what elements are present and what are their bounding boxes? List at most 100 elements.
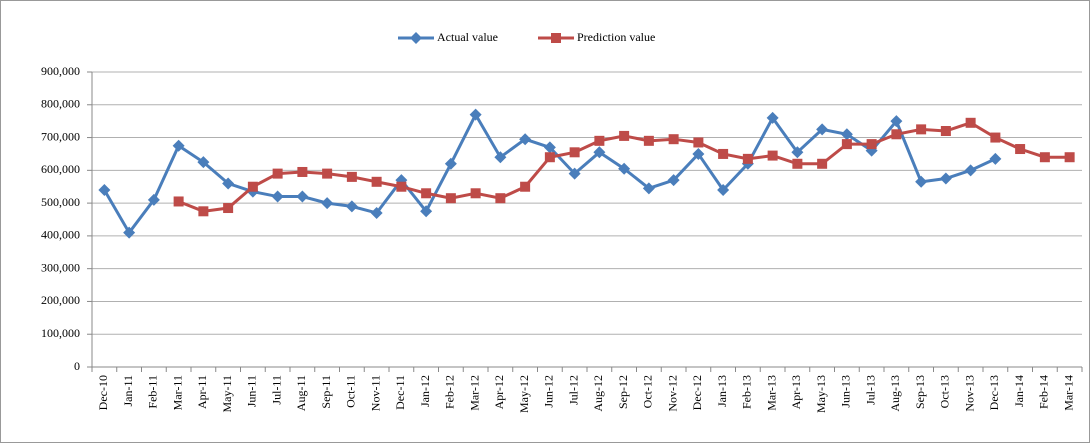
x-tick-label: Feb-11 (146, 375, 160, 409)
data-point (469, 108, 482, 121)
data-point (1064, 152, 1075, 163)
data-point (470, 188, 481, 199)
legend-marker (410, 32, 422, 44)
x-tick-label: Jun-12 (542, 375, 556, 408)
data-point (147, 193, 160, 206)
data-point (198, 206, 209, 217)
data-point (296, 190, 309, 203)
data-point (619, 130, 630, 141)
data-point (222, 177, 235, 190)
y-tick-label: 100,000 (41, 326, 80, 340)
data-point (569, 147, 580, 158)
data-point (421, 188, 432, 199)
x-tick-label: Jan-12 (418, 375, 432, 407)
data-point (964, 164, 977, 177)
data-point (1039, 152, 1050, 163)
data-point (990, 132, 1001, 143)
x-tick-label: Mar-11 (170, 375, 184, 410)
data-point (841, 139, 852, 150)
x-tick-label: Apr-13 (789, 375, 803, 409)
x-tick-label: May-13 (814, 375, 828, 413)
data-point (568, 167, 581, 180)
data-point (767, 150, 778, 161)
data-point (271, 190, 284, 203)
data-point (742, 153, 753, 164)
x-tick-label: Dec-11 (393, 375, 407, 410)
data-point (345, 200, 358, 213)
data-point (321, 197, 334, 210)
legend-label: Actual value (437, 30, 498, 44)
data-point (593, 146, 606, 159)
data-point (668, 134, 679, 145)
x-tick-label: Oct-12 (641, 375, 655, 408)
x-tick-label: Sep-13 (913, 375, 927, 409)
x-tick-label: Jun-13 (839, 375, 853, 408)
x-tick-label: Aug-13 (888, 375, 902, 412)
data-point (420, 205, 433, 218)
y-tick-label: 200,000 (41, 293, 80, 307)
data-point (495, 193, 506, 204)
x-tick-label: Mar-13 (764, 375, 778, 411)
legend-label: Prediction value (577, 30, 655, 44)
data-point (1015, 144, 1026, 155)
y-tick-label: 900,000 (41, 64, 80, 78)
data-point (965, 117, 976, 128)
data-point (792, 158, 803, 169)
x-tick-label: Jan-14 (1012, 375, 1026, 407)
data-point (98, 184, 111, 196)
x-tick-label: Jun-11 (245, 375, 259, 407)
data-point (718, 148, 729, 159)
data-point (247, 181, 258, 192)
data-point (642, 182, 655, 195)
data-point (717, 184, 730, 196)
data-point (197, 156, 210, 169)
data-point (519, 133, 532, 146)
data-point (766, 111, 779, 124)
x-tick-label: Sep-12 (616, 375, 630, 409)
x-tick-label: Jul-12 (566, 375, 580, 405)
data-point (693, 137, 704, 148)
data-point (940, 126, 951, 136)
data-point (890, 115, 903, 128)
x-tick-label: May-12 (517, 375, 531, 413)
x-tick-label: Apr-11 (195, 375, 209, 409)
x-tick-label: Jan-11 (121, 375, 135, 407)
data-point (915, 175, 928, 188)
data-point (594, 135, 605, 146)
y-tick-label: 800,000 (41, 97, 80, 111)
x-tick-label: Nov-12 (665, 375, 679, 412)
x-tick-label: Dec-13 (987, 375, 1001, 410)
data-point (791, 146, 804, 159)
data-point (667, 174, 680, 187)
x-tick-label: Mar-12 (467, 375, 481, 411)
data-point (618, 162, 631, 175)
y-tick-label: 700,000 (41, 129, 80, 143)
y-tick-label: 300,000 (41, 260, 80, 274)
data-point (866, 139, 877, 150)
data-point (396, 181, 407, 192)
data-point (643, 135, 654, 146)
data-point (494, 151, 507, 164)
data-point (123, 226, 136, 239)
data-point (817, 158, 828, 169)
data-point (346, 171, 357, 182)
x-tick-label: Jul-11 (269, 375, 283, 405)
x-tick-label: Oct-11 (344, 375, 358, 408)
x-tick-label: Apr-12 (492, 375, 506, 409)
data-point (223, 203, 234, 214)
data-point (370, 206, 383, 219)
x-tick-label: Aug-12 (591, 375, 605, 412)
data-point (520, 181, 531, 192)
x-tick-label: Dec-12 (690, 375, 704, 410)
data-point (543, 141, 556, 154)
x-tick-label: Feb-12 (443, 375, 457, 409)
x-tick-label: Aug-11 (294, 375, 308, 411)
data-point (840, 128, 853, 141)
x-tick-label: Nov-13 (962, 375, 976, 412)
x-tick-label: Oct-13 (938, 375, 952, 408)
x-tick-label: May-11 (220, 375, 234, 413)
data-point (297, 166, 308, 177)
legend-marker (551, 33, 561, 43)
